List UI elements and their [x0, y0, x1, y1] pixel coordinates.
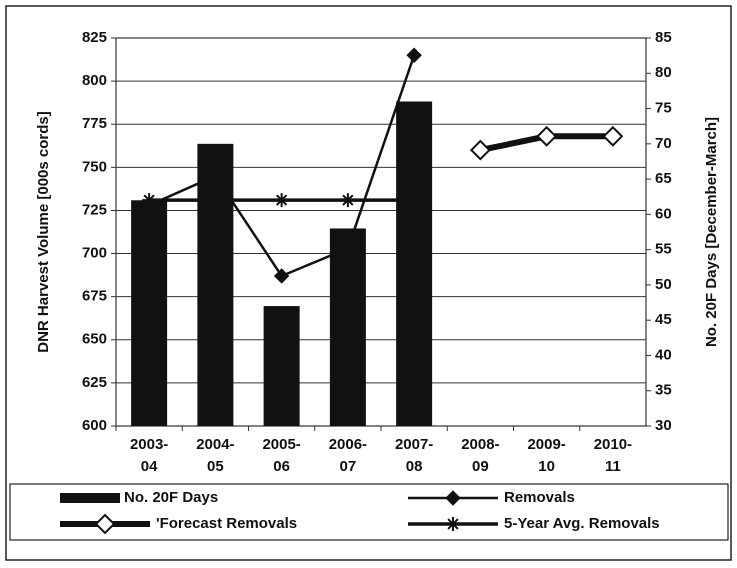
y2-tick-label: 85: [655, 29, 672, 46]
y-tick-label: 750: [82, 158, 107, 175]
y2-tick-label: 50: [655, 276, 672, 293]
y2-axis-title: No. 20F Days [December-March]: [703, 117, 720, 347]
marker: [274, 193, 289, 208]
legend-swatch: [60, 493, 120, 503]
x-tick-label: 2004-05: [196, 436, 235, 475]
bar: [197, 143, 234, 426]
plot-area: [115, 37, 647, 427]
marker: [94, 513, 116, 535]
marker: [445, 490, 461, 506]
y-axis-title: DNR Harvest Volume [000s cords]: [35, 111, 52, 352]
legend-label: No. 20F Days: [124, 489, 218, 506]
marker: [208, 193, 223, 208]
marker: [273, 268, 290, 284]
y-tick-label: 800: [82, 72, 107, 89]
y-tick-label: 700: [82, 245, 107, 262]
x-tick-label: 2010-11: [593, 436, 633, 475]
marker: [207, 168, 224, 184]
x-tick-label: 2003-04: [129, 436, 169, 475]
y-tick-label: 600: [82, 417, 107, 434]
y-tick-label: 675: [82, 288, 107, 305]
y-tick-label: 775: [82, 115, 107, 132]
marker: [142, 193, 157, 208]
legend-label: 'Forecast Removals: [156, 515, 297, 532]
y2-tick-label: 40: [655, 346, 672, 363]
chart-border: [5, 5, 732, 561]
y2-tick-label: 80: [655, 64, 672, 81]
y2-tick-label: 35: [655, 382, 672, 399]
x-tick-label: 2008-09: [461, 436, 500, 475]
y2-tick-label: 70: [655, 135, 672, 152]
bar: [329, 228, 366, 426]
y2-tick-label: 45: [655, 311, 672, 328]
x-tick-label: 2005-06: [262, 436, 301, 475]
bar: [396, 101, 433, 426]
y2-tick-label: 55: [655, 241, 672, 258]
y2-tick-label: 65: [655, 170, 672, 187]
x-tick-label: 2006-07: [328, 436, 368, 475]
marker: [536, 125, 558, 147]
bar: [263, 306, 300, 426]
bar: [131, 200, 168, 426]
y2-tick-label: 60: [655, 205, 672, 222]
legend-box: [9, 483, 729, 541]
legend-label: Removals: [504, 489, 575, 506]
legend-label: 5-Year Avg. Removals: [504, 515, 660, 532]
y2-tick-label: 30: [655, 417, 672, 434]
marker: [602, 125, 624, 147]
marker: [407, 193, 422, 208]
y-tick-label: 650: [82, 331, 107, 348]
line: [148, 54, 416, 278]
x-tick-label: 2009-10: [527, 436, 566, 475]
y-tick-label: 725: [82, 201, 107, 218]
marker: [406, 47, 422, 63]
marker: [469, 139, 491, 161]
marker: [340, 193, 355, 208]
marker: [340, 240, 356, 257]
y-tick-label: 825: [82, 29, 107, 46]
marker: [446, 517, 460, 531]
x-tick-label: 2007-08: [394, 436, 434, 475]
y2-tick-label: 75: [655, 100, 672, 117]
y-tick-label: 625: [82, 374, 107, 391]
